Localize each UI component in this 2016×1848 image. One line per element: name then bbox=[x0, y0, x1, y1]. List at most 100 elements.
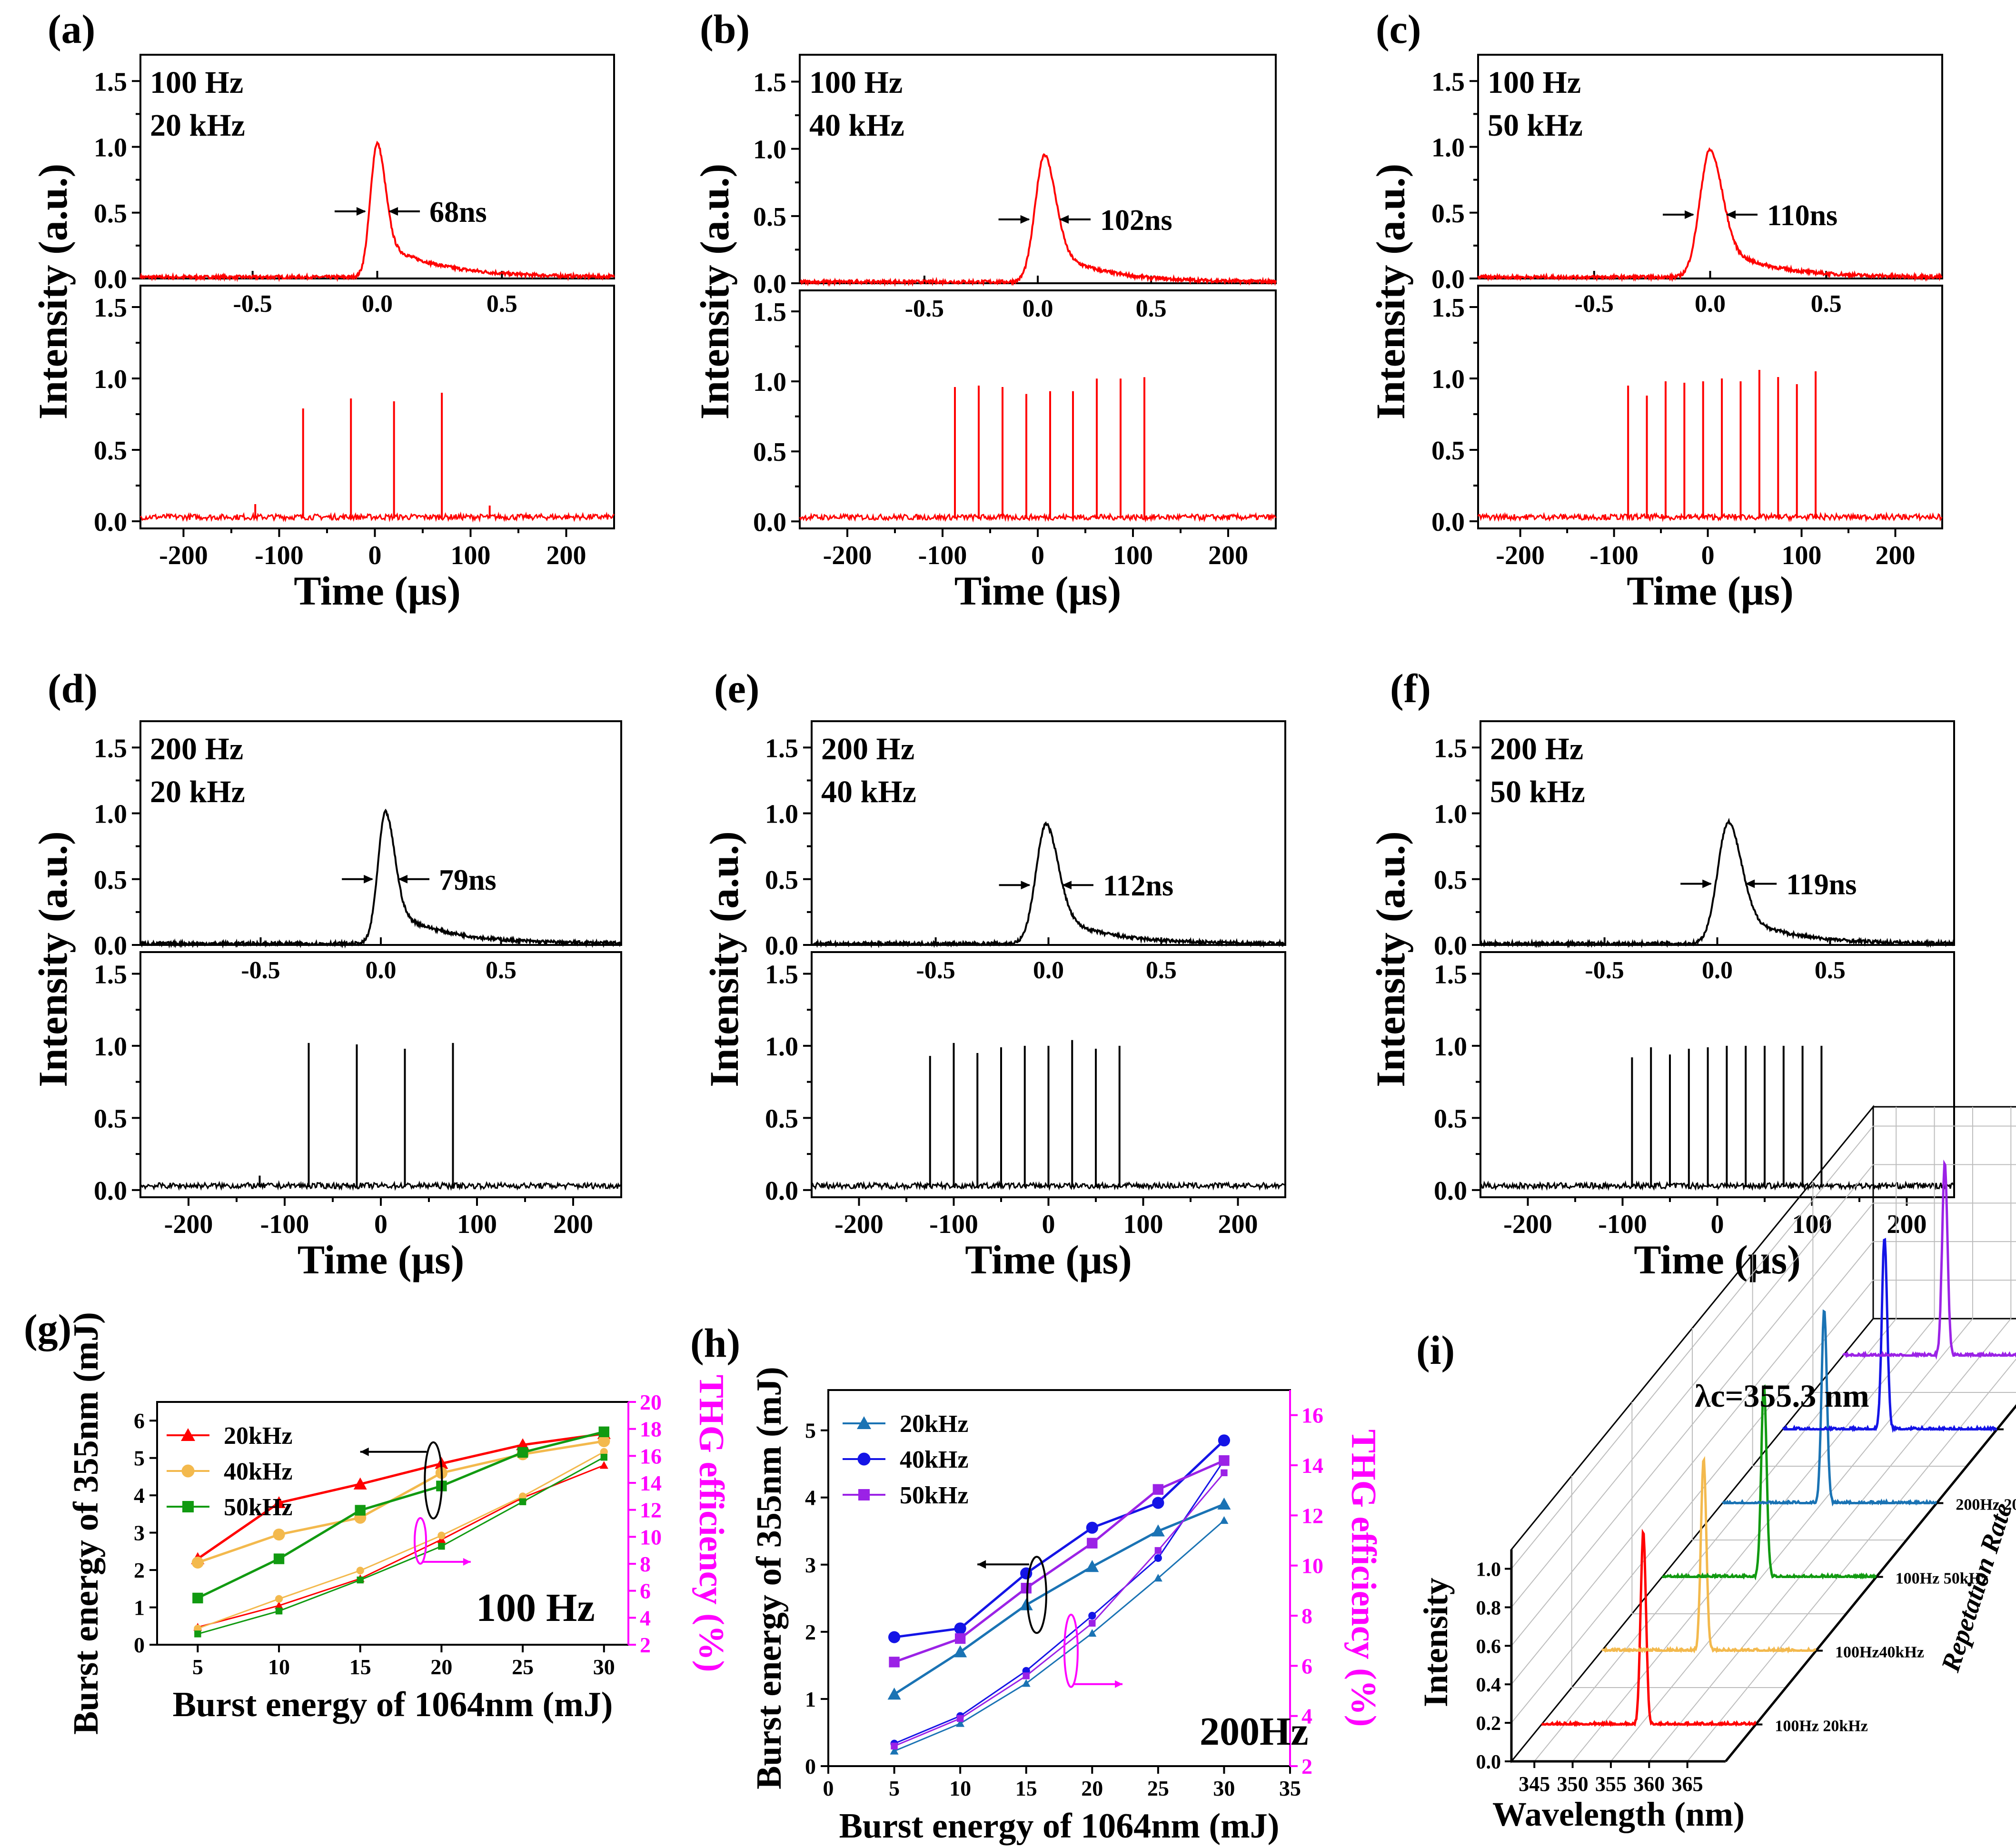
depth-axis-title: Repetation Rate bbox=[1936, 1500, 2016, 1676]
fwhm-arrowhead-left bbox=[1702, 879, 1712, 888]
depth-tick-label: 100Hz 50kHz bbox=[1896, 1570, 1988, 1588]
y-tick-label: 5 bbox=[134, 1446, 145, 1470]
x-tick-label: -100 bbox=[918, 541, 967, 570]
x-axis-title: Time (μs) bbox=[1634, 1237, 1801, 1282]
y-tick-label: 0.0 bbox=[1431, 265, 1465, 294]
rep-rate-label: 100 Hz bbox=[1488, 65, 1581, 100]
x-tick-label: -100 bbox=[260, 1210, 309, 1239]
y-tick-label: 1.0 bbox=[765, 800, 798, 829]
triangle-marker bbox=[1022, 1679, 1031, 1687]
circle-marker bbox=[1088, 1611, 1096, 1620]
fwhm-arrowhead-left bbox=[364, 874, 374, 884]
fwhm-arrowhead-left bbox=[1020, 215, 1030, 224]
spectrum-200Hz 20kHz bbox=[1722, 1309, 1937, 1507]
triangle-marker bbox=[1019, 1598, 1033, 1610]
circle-marker bbox=[356, 1567, 364, 1575]
panel-g: (g)5 10 15 20 25 300123456246810121416182020k… bbox=[24, 1306, 731, 1735]
y-tick-label: 1.5 bbox=[765, 960, 798, 989]
x-tick-label: -200 bbox=[834, 1210, 884, 1239]
panel-label: (a) bbox=[48, 6, 95, 52]
legend-label: 20kHz bbox=[900, 1411, 968, 1438]
rep-rate-label: 200 Hz bbox=[821, 732, 914, 766]
triangle-marker bbox=[1217, 1497, 1231, 1510]
circle-marker bbox=[600, 1448, 608, 1456]
y-tick-label: 0.0 bbox=[765, 1176, 798, 1206]
y-tick-label: 0.0 bbox=[1431, 507, 1465, 537]
circle-marker bbox=[1218, 1434, 1231, 1447]
y-tick-label: 0.5 bbox=[753, 437, 786, 467]
triangle-marker bbox=[887, 1688, 901, 1700]
triangle-marker bbox=[1085, 1560, 1099, 1572]
energy-line-20kHz bbox=[197, 1432, 605, 1560]
energy-line-40kHz bbox=[197, 1440, 605, 1564]
x-tick-label: 365 bbox=[1672, 1772, 1703, 1796]
legend-label: 20kHz bbox=[224, 1422, 292, 1450]
fwhm-arrowhead-right bbox=[1745, 879, 1755, 888]
x-tick-label: -200 bbox=[1503, 1210, 1552, 1239]
x-tick-label: 0.5 bbox=[486, 957, 516, 984]
pulse-rate-label: 50 kHz bbox=[1488, 108, 1583, 143]
left-axis-ellipse bbox=[424, 1441, 443, 1520]
x-tick-label: 10 bbox=[949, 1776, 971, 1800]
x-axis-title: Wavelength (nm) bbox=[1492, 1795, 1745, 1833]
y-tick-label: 0.0 bbox=[753, 269, 786, 299]
y2-tick-label: 4 bbox=[1301, 1704, 1312, 1729]
y-tick-label: 0.5 bbox=[765, 865, 798, 895]
y-tick-label: 0.5 bbox=[1431, 199, 1465, 229]
x-tick-label: 100 bbox=[1782, 541, 1822, 570]
y2-tick-label: 10 bbox=[640, 1525, 662, 1549]
y-tick-label: 1.5 bbox=[94, 960, 127, 989]
pulse-rate-label: 40 kHz bbox=[809, 108, 904, 143]
circle-marker bbox=[1086, 1521, 1098, 1534]
y2-tick-label: 14 bbox=[640, 1471, 662, 1495]
depth-tick-label: 200Hz 20kHz bbox=[1956, 1496, 2016, 1514]
x-tick-label: 0.0 bbox=[1702, 957, 1733, 984]
y-tick-label: 4 bbox=[134, 1483, 145, 1508]
x-tick-label: 0.5 bbox=[1815, 957, 1846, 984]
square-marker bbox=[891, 1742, 898, 1750]
floor-grid-line bbox=[1572, 1318, 1935, 1762]
y-tick-label: 1.0 bbox=[753, 368, 786, 397]
x-tick-label: 5 bbox=[889, 1776, 900, 1800]
fwhm-label: 110ns bbox=[1767, 199, 1837, 232]
pulse-rate-label: 50 kHz bbox=[1490, 775, 1585, 809]
panel-label: (b) bbox=[700, 6, 750, 52]
square-marker bbox=[355, 1505, 366, 1516]
depth-axis-line bbox=[1725, 1404, 2016, 1762]
energy-line-20kHz bbox=[894, 1503, 1225, 1696]
x-tick-label: 10 bbox=[268, 1655, 290, 1679]
circle-marker bbox=[954, 1622, 966, 1635]
right-axis-arrowhead bbox=[1115, 1680, 1123, 1688]
square-marker bbox=[438, 1542, 445, 1550]
pulse-waveform bbox=[1480, 817, 1955, 949]
circle-marker bbox=[1152, 1497, 1164, 1509]
x-tick-label: 0 bbox=[1711, 1210, 1724, 1239]
x-axis-title: Burst energy of 1064nm (mJ) bbox=[173, 1685, 613, 1724]
y-tick-label: 2 bbox=[805, 1620, 816, 1644]
y2-axis-title: THG efficiency (%) bbox=[1344, 1430, 1383, 1727]
x-tick-label: 5 bbox=[192, 1655, 203, 1679]
rep-rate-annotation: 200Hz bbox=[1200, 1709, 1309, 1754]
y-tick-label: 2 bbox=[134, 1558, 145, 1582]
y-tick-label: 0.8 bbox=[1476, 1597, 1501, 1619]
x-tick-label: 200 bbox=[1887, 1210, 1927, 1239]
y-tick-label: 0 bbox=[134, 1633, 145, 1657]
x-tick-label: 25 bbox=[1147, 1776, 1169, 1800]
panel-f: (f) 0.0 0.5 1.0 1.5 -0.5 0.0 0.5 119ns 200 Hz 50 k… bbox=[1368, 666, 1955, 1282]
y-tick-label: 1.0 bbox=[1431, 133, 1465, 163]
rep-rate-label: 200 Hz bbox=[1490, 732, 1583, 766]
y-tick-label: 0.0 bbox=[94, 931, 127, 961]
y-tick-label: 1.5 bbox=[94, 734, 127, 763]
square-marker bbox=[598, 1426, 609, 1437]
x-axis-title: Time (μs) bbox=[294, 568, 461, 614]
efficiency-line-50kHz bbox=[197, 1456, 605, 1635]
x-tick-label: 100 bbox=[450, 541, 490, 570]
left-axis-arrowhead bbox=[977, 1560, 986, 1569]
y-tick-label: 0.2 bbox=[1476, 1713, 1501, 1735]
panel-label: (e) bbox=[714, 666, 759, 711]
y-tick-label: 1.0 bbox=[94, 365, 127, 394]
panel-b: (b) 0.0 0.5 1.0 1.5 -0.5 0.0 0.5 102ns 100 Hz 40 k… bbox=[692, 6, 1277, 614]
x-tick-label: 0 bbox=[1701, 541, 1715, 570]
square-marker bbox=[956, 1715, 964, 1722]
square-marker bbox=[517, 1447, 528, 1458]
